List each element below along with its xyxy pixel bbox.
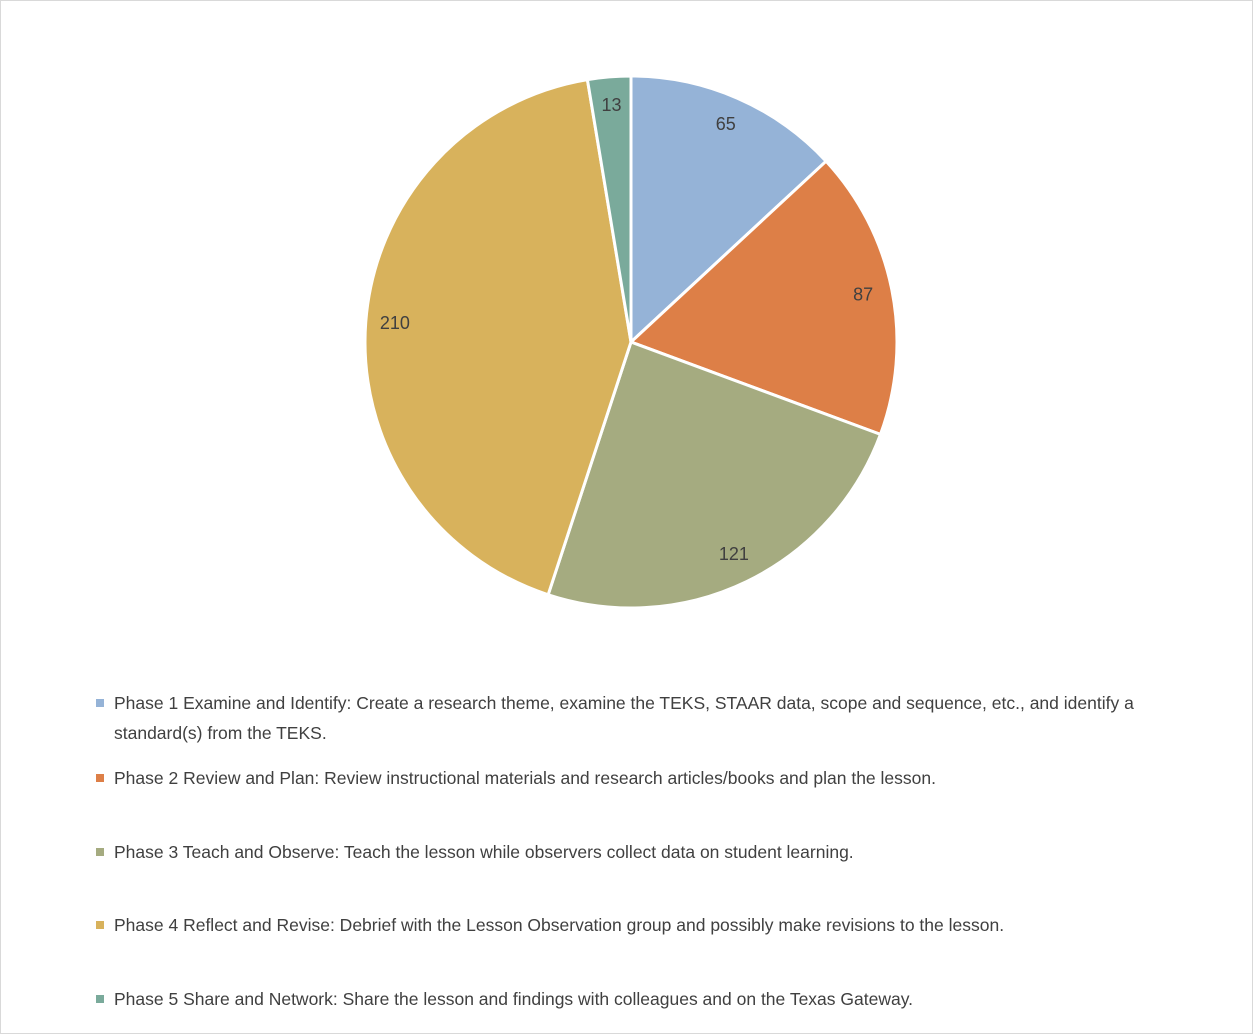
legend-swatch bbox=[96, 848, 104, 856]
legend-item: Phase 5 Share and Network: Share the les… bbox=[96, 984, 1186, 1014]
legend-label: Phase 4 Reflect and Revise: Debrief with… bbox=[114, 915, 1005, 935]
data-label: 13 bbox=[602, 95, 622, 115]
legend-item: Phase 1 Examine and Identify: Create a r… bbox=[96, 688, 1186, 748]
legend-swatch bbox=[96, 995, 104, 1003]
legend-label: Phase 1 Examine and Identify: Create a r… bbox=[114, 693, 1134, 743]
legend-item: Phase 4 Reflect and Revise: Debrief with… bbox=[96, 910, 1186, 940]
pie-slice bbox=[585, 74, 633, 343]
pie-slice bbox=[363, 77, 633, 597]
legend-swatch bbox=[96, 921, 104, 929]
pie-slice bbox=[546, 340, 883, 610]
data-label: 87 bbox=[853, 285, 873, 305]
legend-item: Phase 3 Teach and Observe: Teach the les… bbox=[96, 837, 1186, 867]
data-label: 210 bbox=[380, 313, 410, 333]
legend-label: Phase 3 Teach and Observe: Teach the les… bbox=[114, 842, 854, 862]
data-label: 65 bbox=[716, 114, 736, 134]
legend-swatch bbox=[96, 774, 104, 782]
legend-swatch bbox=[96, 699, 104, 707]
pie-slice bbox=[629, 74, 829, 346]
legend-label: Phase 5 Share and Network: Share the les… bbox=[114, 989, 914, 1009]
pie-chart: 65 87 121 210 13 bbox=[363, 74, 899, 610]
legend-item: Phase 2 Review and Plan: Review instruct… bbox=[96, 763, 1186, 793]
data-label: 121 bbox=[719, 544, 749, 564]
legend-label: Phase 2 Review and Plan: Review instruct… bbox=[114, 768, 936, 788]
